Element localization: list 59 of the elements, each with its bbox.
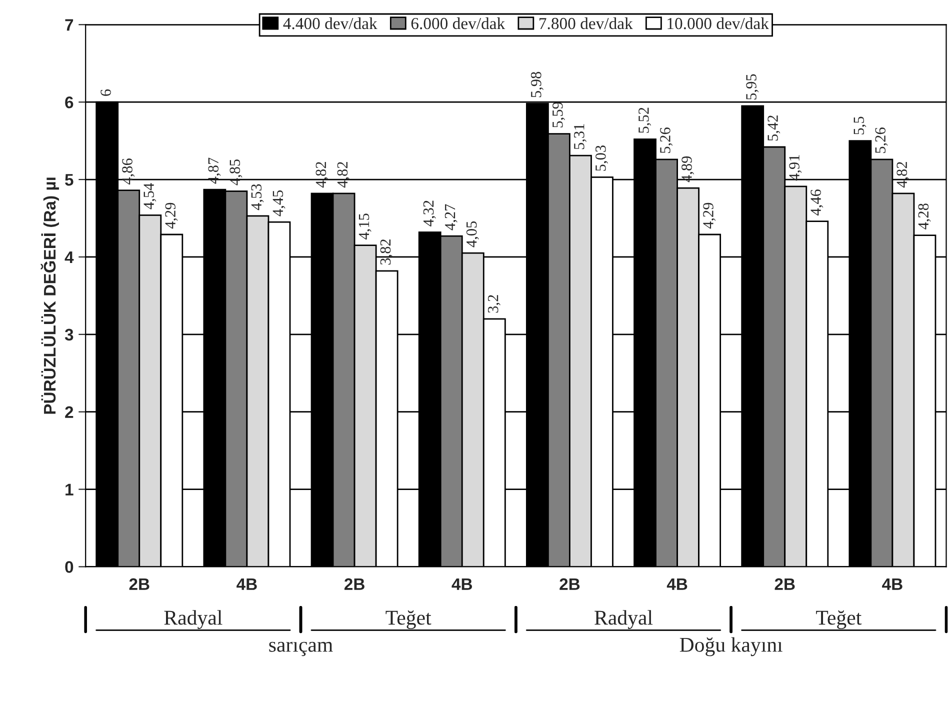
data-label: 4,53 bbox=[251, 184, 264, 210]
y-tick-label: 3 bbox=[64, 328, 74, 341]
data-label: 3,2 bbox=[488, 295, 500, 313]
y-tick-label: 4 bbox=[64, 252, 74, 263]
data-label: 4,32 bbox=[423, 200, 436, 226]
data-label: 5,98 bbox=[530, 72, 544, 98]
data-label: 6 bbox=[100, 89, 111, 96]
text: Doğu kayını bbox=[680, 637, 782, 656]
text: Teğet bbox=[816, 610, 862, 630]
x-tick-label: 4B bbox=[882, 578, 902, 590]
data-label: 4,29 bbox=[165, 202, 178, 229]
data-label: 4,89 bbox=[682, 156, 694, 182]
y-tick-label: 1 bbox=[66, 484, 74, 496]
data-label: 5,52 bbox=[638, 108, 652, 133]
y-tick-label: 6 bbox=[65, 96, 74, 108]
data-label: 5,5 bbox=[854, 116, 866, 134]
data-label: 5,26 bbox=[875, 128, 888, 153]
legend-label: 4.400 dev/dak bbox=[283, 17, 378, 30]
x-tick-label: 2B bbox=[129, 578, 150, 590]
x-tick-label: 2B bbox=[774, 578, 795, 590]
data-label: 3,82 bbox=[380, 239, 393, 265]
text: Teğet bbox=[386, 610, 432, 630]
legend-label: 6.000 dev/dak bbox=[411, 17, 506, 30]
y-tick-label: 2 bbox=[65, 406, 74, 418]
x-tick-label: 2B bbox=[344, 578, 364, 590]
x-tick-label: 2B bbox=[560, 578, 580, 590]
x-tick-label: 4B bbox=[452, 578, 472, 590]
text: Radyal bbox=[164, 610, 222, 630]
data-label: 4,29 bbox=[703, 202, 716, 229]
y-axis-title: PÜRÜZLÜLÜK DEĞERİ (Ra) µı bbox=[40, 178, 59, 414]
data-label: 4,86 bbox=[122, 158, 135, 185]
text: sarıçam bbox=[269, 642, 333, 656]
data-label: 4,46 bbox=[810, 190, 824, 216]
data-label: 4,05 bbox=[466, 221, 479, 248]
data-label: 4,82 bbox=[316, 162, 328, 188]
data-label: 4,15 bbox=[358, 214, 372, 240]
data-label: 5,31 bbox=[574, 124, 586, 150]
data-label: 5,59 bbox=[552, 102, 565, 128]
x-tick-label: 4B bbox=[666, 578, 688, 590]
data-label: 4,45 bbox=[272, 190, 286, 216]
legend-label: 7.800 dev/dak bbox=[540, 17, 633, 30]
data-label: 5,03 bbox=[595, 146, 608, 171]
data-label: 4,28 bbox=[918, 204, 931, 230]
data-label: 4,82 bbox=[896, 162, 910, 188]
data-label: 4,85 bbox=[230, 159, 242, 186]
data-label: 4,27 bbox=[444, 204, 458, 230]
data-label: 5,26 bbox=[660, 128, 673, 153]
text: Radyal bbox=[594, 610, 653, 630]
data-label: 4,54 bbox=[144, 183, 156, 210]
data-label: 4,82 bbox=[337, 162, 350, 188]
y-tick-label: 7 bbox=[65, 19, 74, 31]
y-tick-label: 5 bbox=[65, 174, 74, 186]
data-label: 5,95 bbox=[746, 74, 759, 100]
data-label: 4,87 bbox=[208, 158, 221, 184]
data-label: 5,42 bbox=[768, 116, 780, 141]
y-tick-label: 0 bbox=[65, 561, 74, 573]
data-label: 4,91 bbox=[789, 155, 802, 181]
legend-label: 10.000 dev/dak bbox=[668, 17, 769, 30]
x-tick-label: 4B bbox=[236, 578, 257, 590]
